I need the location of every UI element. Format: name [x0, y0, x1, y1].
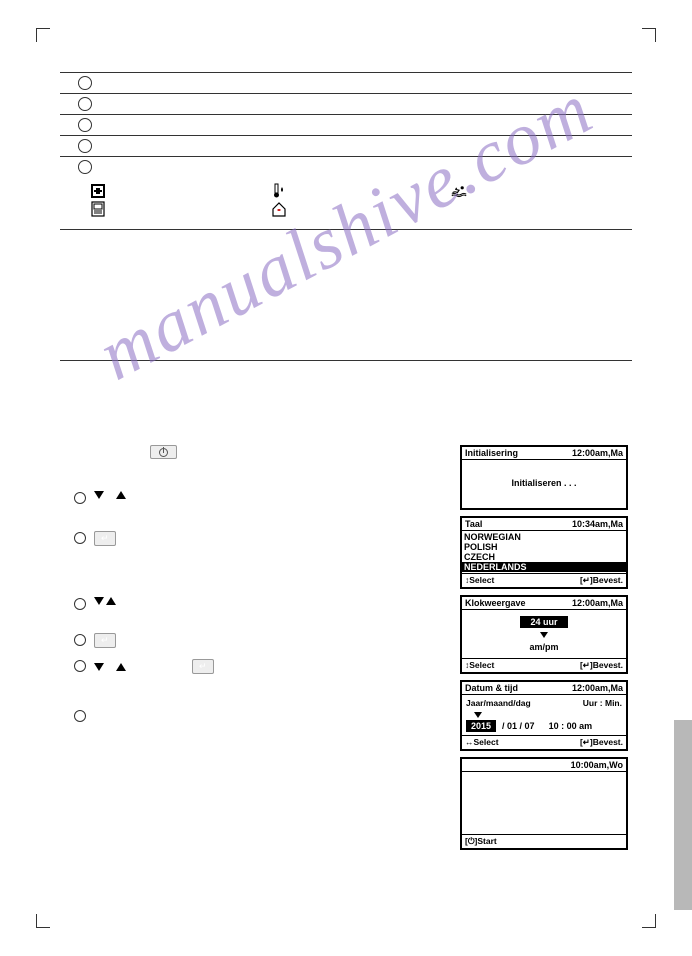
crop-mark-bl	[36, 914, 50, 928]
side-tab	[674, 720, 692, 910]
tap-icon	[90, 183, 106, 199]
crop-mark-tl	[36, 28, 50, 42]
lcd-footer-confirm: [↵]Bevest.	[580, 660, 623, 671]
row-text	[100, 73, 632, 81]
lcd-final-screen: 10:00am,Wo [⏻]Start	[460, 757, 628, 850]
lcd-footer-select: ↕Select	[465, 575, 494, 586]
bullet-icon	[74, 660, 86, 672]
lcd-title: Datum & tijd	[465, 683, 518, 693]
list-row	[60, 73, 632, 94]
bullet-icon	[78, 76, 92, 90]
time-value: 10 : 00 am	[549, 721, 593, 731]
lcd-datetime-screen: Datum & tijd 12:00am,Ma Jaar/maand/dag U…	[460, 680, 628, 751]
mode-item	[451, 183, 632, 199]
lcd-title: Klokweergave	[465, 598, 526, 608]
lcd-footer-start: [⏻]Start	[465, 836, 497, 847]
list-row	[60, 115, 632, 136]
lcd-init-screen: Initialisering 12:00am,Ma Initialiseren …	[460, 445, 628, 510]
row-text	[100, 157, 632, 165]
row-text	[100, 136, 632, 144]
lcd-time: 10:00am,Wo	[571, 760, 623, 770]
date-rest: / 01 / 07	[502, 721, 535, 731]
mode-item	[90, 201, 271, 217]
lcd-screens-column: Initialisering 12:00am,Ma Initialiseren …	[460, 445, 628, 856]
lcd-footer-confirm: [↵]Bevest.	[580, 575, 623, 586]
clock-option-selected[interactable]: 24 uur	[520, 616, 567, 628]
lcd-time: 12:00am,Ma	[572, 448, 623, 458]
lcd-title: Taal	[465, 519, 482, 529]
year-field[interactable]: 2015	[466, 720, 496, 732]
swimmer-icon	[451, 183, 467, 199]
arrow-down-icon	[94, 663, 104, 671]
thermometer-drop-icon	[271, 183, 287, 199]
lcd-body: Initialiseren . . .	[462, 460, 626, 508]
clock-option[interactable]: am/pm	[462, 642, 626, 652]
mode-item	[90, 183, 271, 199]
mode-item	[271, 183, 452, 199]
arrow-down-icon	[94, 597, 104, 605]
crop-mark-tr	[642, 28, 656, 42]
lcd-clock-screen: Klokweergave 12:00am,Ma 24 uur am/pm ↕Se…	[460, 595, 628, 674]
enter-key-icon: ↵	[94, 633, 116, 648]
arrow-down-icon	[474, 712, 482, 718]
enter-key-icon: ↵	[94, 531, 116, 546]
lcd-title: Initialisering	[465, 448, 518, 458]
bullet-icon	[74, 598, 86, 610]
arrow-down-icon	[94, 491, 104, 499]
arrow-up-icon	[116, 491, 126, 499]
enter-key-icon: ↵	[192, 659, 214, 674]
bullet-icon	[78, 160, 92, 174]
lang-option[interactable]: CZECH	[462, 552, 626, 562]
time-label: Uur : Min.	[583, 698, 622, 708]
date-label: Jaar/maand/dag	[466, 698, 531, 708]
bullet-icon	[74, 492, 86, 504]
mode-grid	[60, 177, 632, 230]
lcd-footer-confirm: [↵]Bevest.	[580, 737, 623, 748]
mode-item	[271, 201, 452, 217]
house-heat-icon	[271, 201, 287, 217]
bullet-icon	[74, 634, 86, 646]
lcd-language-screen: Taal 10:34am,Ma NORWEGIAN POLISH CZECH N…	[460, 516, 628, 589]
lcd-time: 10:34am,Ma	[572, 519, 623, 529]
lcd-footer-select: ↕Select	[465, 660, 494, 671]
bullet-icon	[78, 97, 92, 111]
row-text	[100, 94, 632, 102]
lang-option-selected[interactable]: NEDERLANDS	[462, 562, 626, 572]
arrow-down-icon	[540, 632, 548, 638]
power-button-icon	[150, 445, 177, 459]
bullet-icon	[74, 532, 86, 544]
lcd-time: 12:00am,Ma	[572, 598, 623, 608]
row-text	[100, 115, 632, 123]
lcd-footer-select: ↔Select	[465, 737, 499, 748]
lang-option[interactable]: POLISH	[462, 542, 626, 552]
lcd-time: 12:00am,Ma	[572, 683, 623, 693]
arrow-up-icon	[116, 663, 126, 671]
crop-mark-br	[642, 914, 656, 928]
list-row	[60, 157, 632, 177]
list-row	[60, 136, 632, 157]
arrow-up-icon	[106, 597, 116, 605]
panel-icon	[90, 201, 106, 217]
lcd-body	[462, 772, 626, 834]
bullet-icon	[78, 118, 92, 132]
list-row	[60, 94, 632, 115]
divider	[60, 360, 632, 361]
bullet-icon	[74, 710, 86, 722]
bullet-icon	[78, 139, 92, 153]
lang-option[interactable]: NORWEGIAN	[462, 532, 626, 542]
